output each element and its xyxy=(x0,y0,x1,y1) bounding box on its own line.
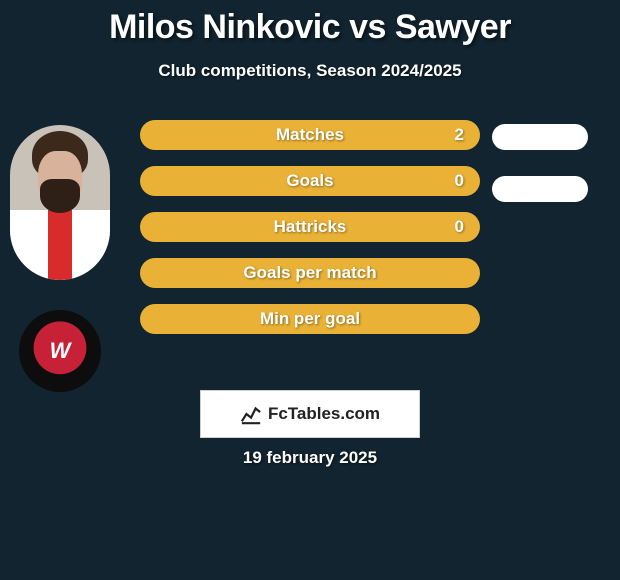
footer-brand-box: FcTables.com xyxy=(200,390,420,438)
bar-label: Goals per match xyxy=(243,263,376,283)
club-badge: W xyxy=(19,310,101,392)
right-pills xyxy=(492,124,588,228)
footer-date: 19 february 2025 xyxy=(0,448,620,468)
bar-row: Goals per match xyxy=(140,258,480,288)
bar-row: Goals 0 xyxy=(140,166,480,196)
bar-label: Hattricks xyxy=(274,217,347,237)
page-title: Milos Ninkovic vs Sawyer xyxy=(0,0,620,47)
club-badge-inner: W xyxy=(28,319,92,383)
bar-value: 2 xyxy=(455,125,464,145)
comparison-bars: Matches 2 Goals 0 Hattricks 0 Goals per … xyxy=(140,120,480,350)
bar-value: 0 xyxy=(455,171,464,191)
right-pill xyxy=(492,124,588,150)
chart-icon xyxy=(240,403,262,425)
bar-label: Goals xyxy=(286,171,333,191)
left-player-column: W xyxy=(10,125,110,392)
bar-label: Matches xyxy=(276,125,344,145)
bar-row: Matches 2 xyxy=(140,120,480,150)
subtitle: Club competitions, Season 2024/2025 xyxy=(0,61,620,81)
player-photo xyxy=(10,125,110,280)
footer-brand-text: FcTables.com xyxy=(268,404,380,424)
bar-value: 0 xyxy=(455,217,464,237)
right-pill xyxy=(492,176,588,202)
bar-row: Min per goal xyxy=(140,304,480,334)
bar-row: Hattricks 0 xyxy=(140,212,480,242)
bar-label: Min per goal xyxy=(260,309,360,329)
